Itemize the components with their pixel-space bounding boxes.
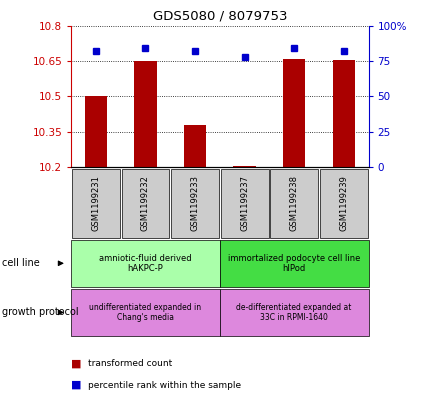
Bar	[134, 61, 156, 167]
Text: ■: ■	[71, 380, 81, 390]
Bar	[184, 125, 206, 167]
Text: immortalized podocyte cell line
hIPod: immortalized podocyte cell line hIPod	[227, 253, 359, 273]
Text: GSM1199239: GSM1199239	[338, 175, 347, 231]
Bar	[233, 166, 255, 167]
Text: GSM1199233: GSM1199233	[190, 175, 199, 231]
Text: GSM1199238: GSM1199238	[289, 175, 298, 231]
Text: ■: ■	[71, 358, 81, 369]
Text: growth protocol: growth protocol	[2, 307, 79, 318]
Text: GSM1199232: GSM1199232	[141, 175, 150, 231]
Text: transformed count: transformed count	[88, 359, 172, 368]
Bar	[332, 61, 354, 167]
Text: undifferentiated expanded in
Chang's media: undifferentiated expanded in Chang's med…	[89, 303, 201, 322]
Text: amniotic-fluid derived
hAKPC-P: amniotic-fluid derived hAKPC-P	[99, 253, 191, 273]
Text: GSM1199231: GSM1199231	[91, 175, 100, 231]
Text: percentile rank within the sample: percentile rank within the sample	[88, 381, 241, 389]
Bar	[283, 59, 304, 167]
Text: GSM1199237: GSM1199237	[240, 175, 249, 231]
Text: de-differentiated expanded at
33C in RPMI-1640: de-differentiated expanded at 33C in RPM…	[236, 303, 351, 322]
Text: cell line: cell line	[2, 258, 40, 268]
Title: GDS5080 / 8079753: GDS5080 / 8079753	[152, 10, 286, 23]
Bar	[85, 96, 107, 167]
